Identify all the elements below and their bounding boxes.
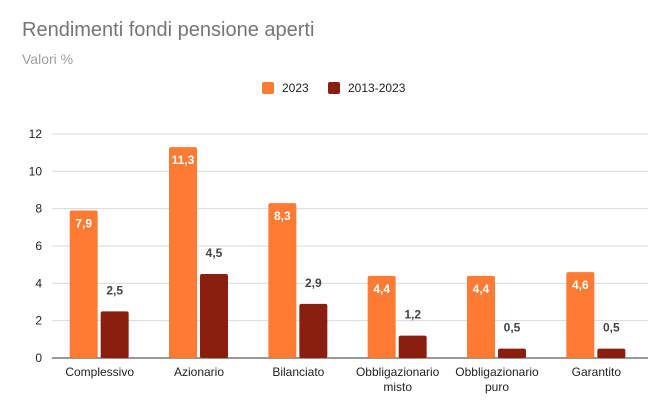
bar [169,147,197,358]
data-label: 0,5 [603,321,620,335]
category-label: Obbligazionario [356,365,440,379]
legend-label: 2023 [282,81,309,95]
legend-swatch [328,82,340,94]
data-label: 2,9 [305,276,322,290]
category-label: Obbligazionario [455,365,539,379]
chart-subtitle: Valori % [22,51,74,67]
data-label: 11,3 [172,153,195,167]
y-tick-label: 2 [35,314,42,328]
category-label: Garantito [572,365,622,379]
bar [200,274,228,358]
legend-label: 2013-2023 [348,81,406,95]
data-label: 4,4 [373,282,390,296]
chart-title: Rendimenti fondi pensione aperti [22,19,315,41]
data-label: 7,9 [75,217,92,231]
bar [498,348,526,358]
y-tick-label: 6 [35,239,42,253]
data-label: 4,4 [473,282,490,296]
legend-swatch [262,82,274,94]
y-tick-label: 4 [35,276,42,290]
category-label: Azionario [174,365,224,379]
data-label: 0,5 [504,321,521,335]
category-label: Complessivo [65,365,134,379]
category-label: puro [485,380,509,394]
bar [299,303,328,358]
y-tick-label: 10 [29,164,43,178]
category-label: Bilanciato [272,365,324,379]
y-tick-label: 8 [35,202,42,216]
bar [268,203,297,358]
bar [467,275,495,358]
bar [100,311,129,358]
y-tick-label: 0 [35,351,42,365]
bar [566,272,595,358]
data-label: 2,5 [106,283,123,297]
bar [398,335,427,358]
bar [597,348,626,358]
bar [69,210,98,358]
data-label: 4,5 [206,246,223,260]
y-tick-label: 12 [29,127,43,141]
category-label: misto [383,380,412,394]
data-label: 1,2 [404,308,421,322]
bar [367,275,396,358]
data-label: 4,6 [572,278,589,292]
data-label: 8,3 [274,209,291,223]
